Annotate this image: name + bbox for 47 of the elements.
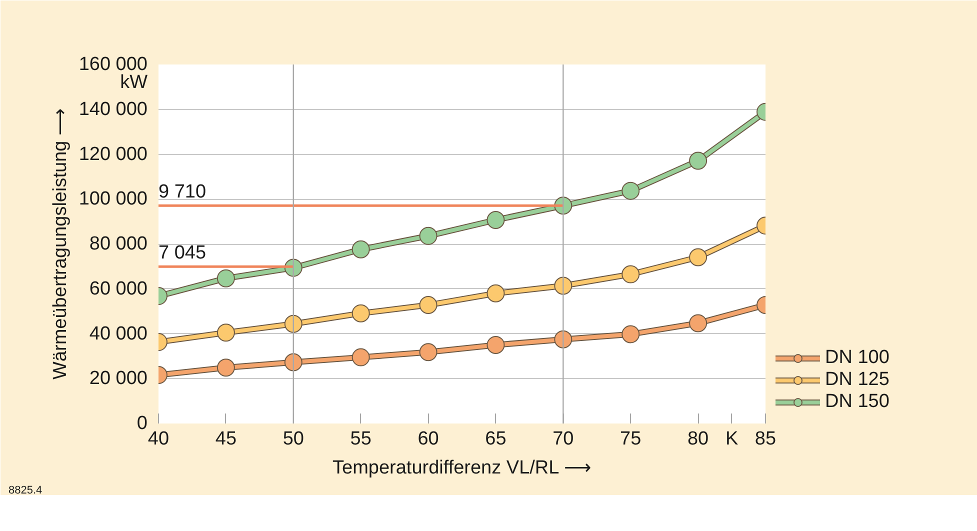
point <box>486 336 505 354</box>
y-tick-label: 0 <box>136 413 148 434</box>
x-tick-label: 65 <box>485 428 506 450</box>
point <box>689 152 708 170</box>
point <box>486 211 505 229</box>
x-axis-title: Temperaturdifferenz VL/RL ⟶ <box>332 458 591 478</box>
point <box>216 269 235 288</box>
x-tick-label: 85 <box>754 428 776 450</box>
point <box>419 226 438 245</box>
annotation: 9 710 <box>158 182 206 203</box>
x-tick-label: 75 <box>620 428 642 450</box>
y-tick-label: 140 000 <box>78 98 148 120</box>
x-tick-label: 70 <box>552 428 574 450</box>
point <box>419 343 438 362</box>
point <box>622 325 640 344</box>
x-tick-label: 60 <box>418 428 439 450</box>
legend-label: DN 100 <box>825 347 890 369</box>
x-tick-label: 80 <box>687 428 709 450</box>
x-tick-label: K <box>725 428 738 450</box>
x-tick-label: 45 <box>215 428 237 450</box>
y-tick-label: 120 000 <box>78 144 148 165</box>
y-axis-title: Wärmeübertragungsleistung ⟶ <box>50 108 71 380</box>
legend-label: DN 150 <box>825 391 890 413</box>
legend-label: DN 125 <box>825 369 890 391</box>
point <box>622 265 640 284</box>
point <box>352 304 370 322</box>
point <box>284 314 302 333</box>
x-tick-label: 40 <box>148 428 170 450</box>
y-tick-label: 60 000 <box>89 278 148 300</box>
annotation: 7 045 <box>158 242 206 264</box>
point <box>689 314 708 332</box>
point <box>352 348 370 366</box>
point <box>486 284 505 302</box>
point <box>689 248 708 266</box>
y-tick-label: 100 000 <box>78 188 148 210</box>
point <box>352 240 370 258</box>
x-tick-label: 50 <box>282 428 304 450</box>
y-tick-label: 80 000 <box>89 234 148 254</box>
point <box>284 353 302 372</box>
text: 8825.4 <box>8 484 42 496</box>
y-tick-label: 20 000 <box>89 368 148 390</box>
y-tick-label: 40 000 <box>89 323 148 344</box>
point <box>216 358 235 377</box>
point <box>419 296 438 314</box>
x-tick-label: 55 <box>350 428 372 450</box>
point <box>622 182 640 200</box>
point <box>216 324 235 342</box>
